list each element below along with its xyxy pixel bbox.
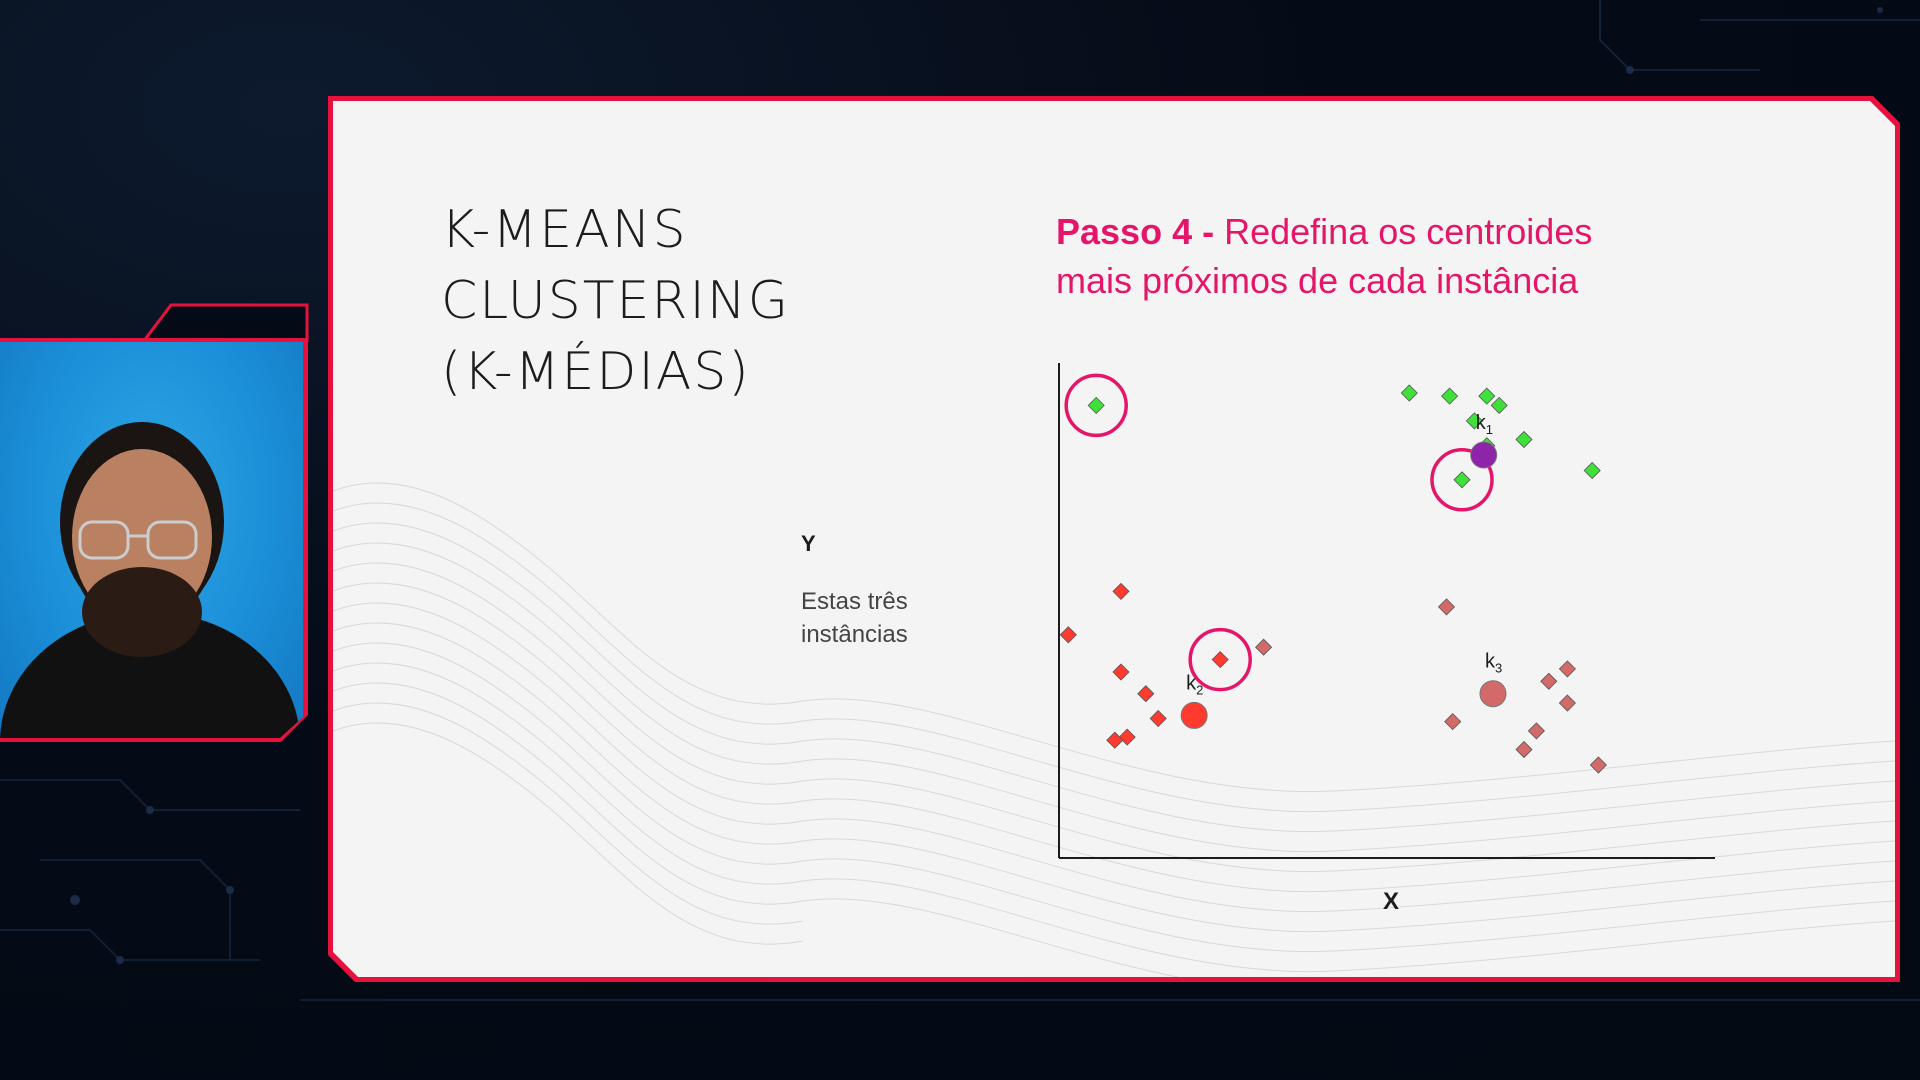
step-label: Passo 4 - [1056, 211, 1215, 252]
data-point-k1 [1441, 387, 1459, 405]
slide: K-MEANS CLUSTERING (K-MÉDIAS) Passo 4 - … [333, 101, 1895, 977]
data-point-k2 [1059, 626, 1077, 644]
data-point-k1 [1465, 412, 1483, 430]
title-line-1: K-MEANS [441, 200, 688, 260]
data-point-k3 [1444, 713, 1462, 731]
data-point-k3 [1540, 672, 1558, 690]
data-point-k3 [1558, 660, 1576, 678]
scatter-plot: X k1 k2 k3 [1058, 363, 1715, 915]
centroid-marker-k3 [1479, 680, 1507, 708]
data-point-k1 [1515, 430, 1533, 449]
highlight-ring [1064, 373, 1128, 438]
centroid-label-k1: k1 [1476, 412, 1493, 437]
slide-title: K-MEANS CLUSTERING (K-MÉDIAS) [441, 195, 790, 408]
step-text-line-1: Redefina os centroides [1224, 211, 1593, 252]
data-point-k1 [1400, 384, 1418, 402]
y-caption-line-1: Estas três [801, 588, 908, 615]
webcam-tab-decoration [142, 303, 309, 343]
data-point-k2 [1137, 685, 1155, 703]
presenter-avatar [0, 422, 300, 738]
data-point-k3 [1589, 756, 1607, 774]
title-line-2: CLUSTERING [441, 271, 791, 331]
highlight-ring [1430, 448, 1494, 512]
data-point-k3 [1515, 740, 1533, 759]
data-point-k2 [1211, 651, 1229, 669]
y-axis-label: Y [801, 531, 816, 556]
step-text-line-2: mais próximos de cada instância [1056, 260, 1579, 301]
data-point-k1 [1087, 396, 1105, 414]
data-point-k2 [1118, 728, 1136, 746]
data-point-k1 [1490, 396, 1508, 414]
webcam-video [0, 342, 303, 738]
data-point-k1 [1583, 461, 1601, 480]
data-point-k3 [1437, 598, 1456, 616]
centroid-marker-k2 [1180, 701, 1208, 729]
data-point-k2 [1112, 663, 1130, 681]
data-point-k3 [1255, 638, 1273, 656]
data-point-k2 [1112, 582, 1130, 600]
data-point-k1 [1453, 471, 1471, 489]
title-line-3: (K-MÉDIAS) [441, 342, 751, 402]
data-point-k3 [1527, 722, 1545, 740]
step-heading: Passo 4 - Redefina os centroides mais pr… [1056, 207, 1592, 305]
wave-pattern-decoration [333, 482, 1895, 977]
centroid-label-k2: k2 [1186, 672, 1203, 697]
x-axis-label: X [1383, 888, 1399, 915]
data-point-k2 [1149, 709, 1167, 728]
y-axis-caption: Estas três instâncias [801, 585, 961, 651]
data-point-k2 [1106, 731, 1124, 749]
y-caption-line-2: instâncias [801, 621, 908, 648]
centroid-label-k3: k3 [1485, 651, 1502, 676]
highlight-ring [1188, 627, 1252, 692]
data-point-k1 [1478, 387, 1496, 405]
data-point-k3 [1558, 694, 1576, 712]
centroid-marker-k1 [1470, 441, 1498, 469]
